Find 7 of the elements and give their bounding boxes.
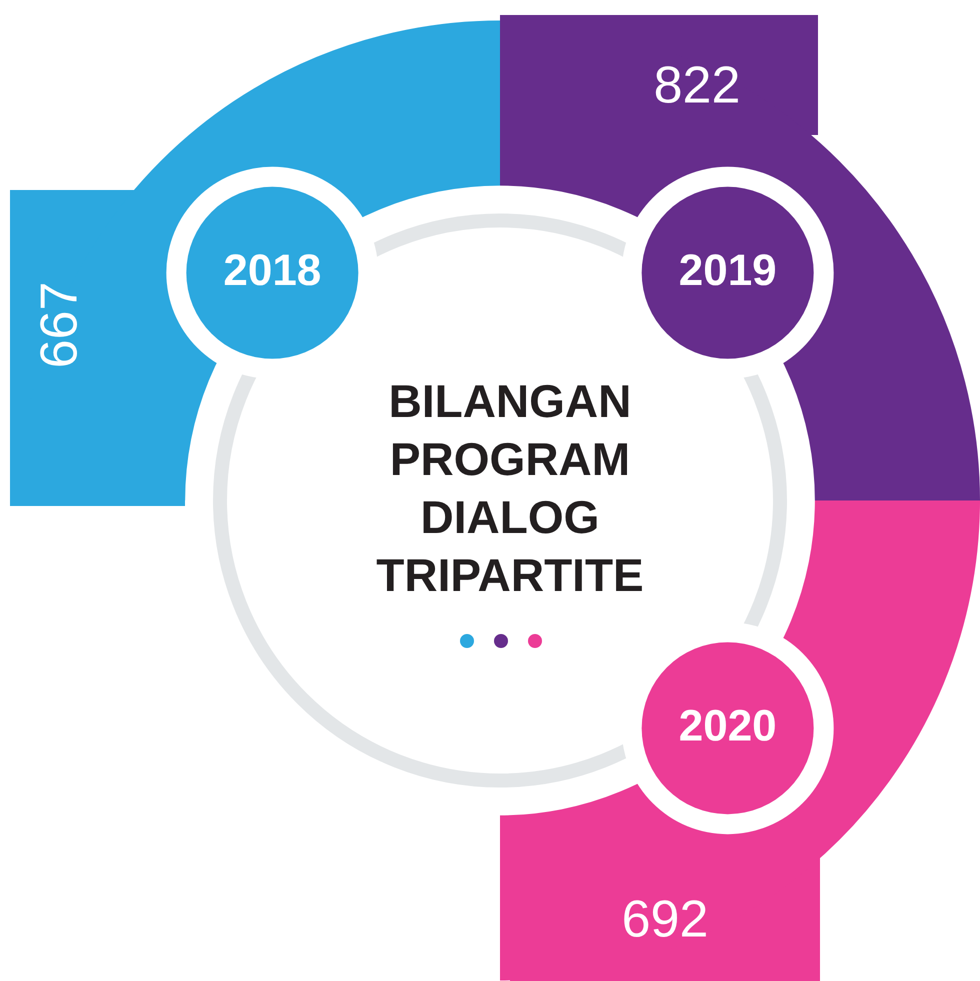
data-label: 822 [654,56,740,114]
data-label: 667 [30,282,88,368]
category-label: 2018 [223,246,322,295]
category-label: 2019 [678,246,777,295]
text: BILANGAN PROGRAM DIALOG TRIPARTITE [375,374,645,603]
data-label: 692 [622,890,708,948]
category-label: 2020 [678,701,777,750]
